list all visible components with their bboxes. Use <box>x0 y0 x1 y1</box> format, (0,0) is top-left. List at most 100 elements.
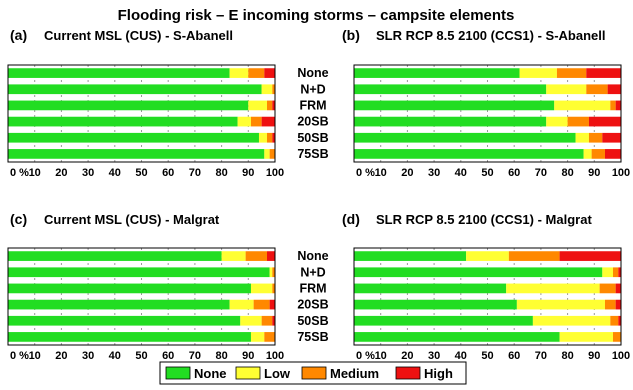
bar-nd-none <box>354 84 547 95</box>
x-tick-label: 90 <box>242 167 254 179</box>
bar-frm-low <box>506 283 600 294</box>
x-tick-label: 50 <box>481 167 493 179</box>
bar-20sb-high <box>588 116 621 127</box>
bar-none-low <box>519 68 557 78</box>
bar-20sb-high <box>269 299 275 310</box>
category-label: 50SB <box>297 131 328 145</box>
bar-none-medium <box>508 251 560 261</box>
panel-label: (a) <box>10 27 27 43</box>
bar-none-none <box>8 68 230 78</box>
bar-75sb-medium <box>591 149 605 159</box>
figure-title: Flooding risk – E incoming storms – camp… <box>118 7 515 24</box>
panels: (a) Current MSL (CUS) - S-Abanell None N+D F… <box>7 27 630 362</box>
x-tick-label: 90 <box>588 167 600 179</box>
bar-none-high <box>559 251 621 261</box>
bar-nd-none <box>8 267 270 278</box>
x-tick-label: 10 <box>375 350 387 362</box>
bar-frm-high <box>615 283 621 294</box>
bar-frm-high <box>615 100 621 111</box>
bar-nd-high <box>618 267 621 278</box>
bar-frm-medium <box>599 283 616 294</box>
bar-75sb-low <box>559 332 613 342</box>
x-tick-label: 90 <box>588 350 600 362</box>
bar-50sb-medium <box>266 132 273 143</box>
bar-75sb-medium <box>612 332 621 342</box>
category-label: 75SB <box>297 147 328 161</box>
panel-c: (c) Current MSL (CUS) - Malgrat None N+D FRM… <box>7 211 329 362</box>
legend-swatch-medium <box>301 366 327 380</box>
bar-frm-low <box>248 100 267 111</box>
bar-75sb-none <box>8 332 251 342</box>
x-tick-label: 20 <box>55 167 67 179</box>
x-tick-label: 60 <box>162 167 174 179</box>
bar-20sb-low <box>516 299 605 310</box>
bar-20sb-medium <box>250 116 262 127</box>
x-tick-label: 80 <box>561 167 573 179</box>
bar-frm-low <box>554 100 611 111</box>
x-tick-label: 10 <box>29 350 41 362</box>
x-tick-label: 10 <box>29 167 41 179</box>
x-tick-label: 100 <box>612 350 630 362</box>
x-tick-label: 40 <box>109 167 121 179</box>
x-tick-label: 20 <box>55 350 67 362</box>
panel-title: SLR RCP 8.5 2100 (CCS1) - Malgrat <box>376 212 592 227</box>
bar-75sb-low <box>250 332 265 342</box>
bar-none-none <box>354 251 467 261</box>
x-tick-label: 0 % <box>356 350 375 362</box>
bar-frm-high <box>272 100 275 111</box>
x-tick-label: 50 <box>135 167 147 179</box>
bar-20sb-none <box>8 299 230 310</box>
category-label: N+D <box>300 265 325 279</box>
bar-nd-low <box>269 267 273 278</box>
bar-none-none <box>8 251 222 261</box>
legend-swatch-high <box>395 366 421 380</box>
x-tick-label: 100 <box>266 350 284 362</box>
bar-none-low <box>229 68 249 78</box>
panel-label: (b) <box>342 27 360 43</box>
x-tick-label: 100 <box>612 167 630 179</box>
plot-frame <box>353 247 622 346</box>
bar-50sb-high <box>272 132 275 143</box>
legend-label-none: None <box>194 366 227 381</box>
category-label: None <box>297 249 328 263</box>
panel-title: SLR RCP 8.5 2100 (CCS1) - S-Abanell <box>376 28 606 43</box>
bar-20sb-none <box>8 116 238 127</box>
legend-label-high: High <box>424 366 453 381</box>
legend: None Low Medium High <box>159 361 467 385</box>
x-tick-label: 40 <box>109 350 121 362</box>
plot-frame <box>353 64 622 163</box>
x-tick-label: 30 <box>428 350 440 362</box>
bar-none-medium <box>556 68 587 78</box>
x-tick-label: 30 <box>428 167 440 179</box>
bar-75sb-low <box>583 149 592 159</box>
bar-20sb-medium <box>604 299 616 310</box>
bar-50sb-none <box>354 315 533 326</box>
x-tick-label: 20 <box>401 350 413 362</box>
bar-75sb-low <box>264 149 270 159</box>
x-tick-label: 80 <box>215 167 227 179</box>
panel-label: (d) <box>342 211 360 227</box>
x-tick-label: 80 <box>215 350 227 362</box>
bar-75sb-medium <box>269 149 275 159</box>
bar-frm-medium <box>610 100 616 111</box>
category-label: FRM <box>299 98 326 112</box>
bar-50sb-medium <box>610 315 619 326</box>
plot-area <box>8 248 275 345</box>
x-tick-label: 60 <box>162 350 174 362</box>
bar-20sb-none <box>354 116 547 127</box>
bar-frm-none <box>8 100 249 111</box>
bar-20sb-low <box>546 116 568 127</box>
panel-a: (a) Current MSL (CUS) - S-Abanell None N+D F… <box>7 27 329 179</box>
bar-nd-low <box>546 84 587 95</box>
bar-50sb-none <box>8 132 259 143</box>
bar-20sb-none <box>354 299 517 310</box>
bar-20sb-low <box>229 299 254 310</box>
x-tick-label: 100 <box>266 167 284 179</box>
legend-label-low: Low <box>264 366 291 381</box>
bar-50sb-high <box>618 315 621 326</box>
bar-75sb-none <box>354 149 584 159</box>
category-label: 20SB <box>297 298 328 312</box>
panel-title: Current MSL (CUS) - S-Abanell <box>44 28 233 43</box>
plot-area <box>354 248 621 345</box>
